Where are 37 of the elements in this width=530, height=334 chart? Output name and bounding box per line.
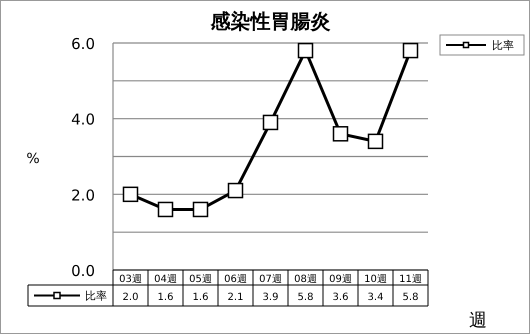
legend: 比率: [440, 34, 524, 56]
y-tick-label: 2.0: [71, 186, 95, 204]
data-label: 3.9: [262, 292, 278, 303]
x-tick-label: 04週: [154, 274, 177, 285]
x-axis-title: 週: [469, 310, 487, 331]
x-tick-label: 08週: [294, 274, 317, 285]
x-tick-label: 03週: [119, 274, 142, 285]
point: [368, 134, 384, 150]
data-label: 2.1: [228, 292, 244, 303]
data-label: 3.6: [332, 292, 348, 303]
point: [158, 202, 174, 218]
point: [192, 202, 208, 218]
legend-label: 比率: [492, 39, 514, 52]
x-tick-label: 06週: [224, 274, 247, 285]
data-label: 5.8: [298, 292, 314, 303]
y-axis-title: %: [26, 151, 40, 167]
x-tick-label: 05週: [189, 274, 212, 285]
data-label: 1.6: [192, 292, 208, 303]
x-tick-label: 07週: [259, 274, 282, 285]
legend-table: 比率: [34, 290, 107, 302]
data-label: 3.4: [368, 292, 384, 303]
point: [122, 186, 138, 202]
chart-title: 感染性胃腸炎: [210, 9, 330, 33]
y-tick-label: 4.0: [71, 110, 95, 129]
data-label: 2.0: [122, 292, 138, 303]
x-tick-label: 11週: [399, 274, 422, 285]
data-label: 1.6: [158, 292, 174, 303]
point: [298, 42, 314, 58]
point: [262, 114, 278, 130]
y-tick-label: 6.0: [71, 35, 95, 53]
y-tick-label: 0.0: [71, 262, 95, 280]
point: [402, 42, 418, 58]
point: [332, 126, 348, 142]
data-label: 5.8: [402, 292, 418, 303]
x-tick-label: 10週: [364, 274, 387, 285]
point: [228, 182, 244, 198]
x-tick-label: 09週: [329, 274, 352, 285]
